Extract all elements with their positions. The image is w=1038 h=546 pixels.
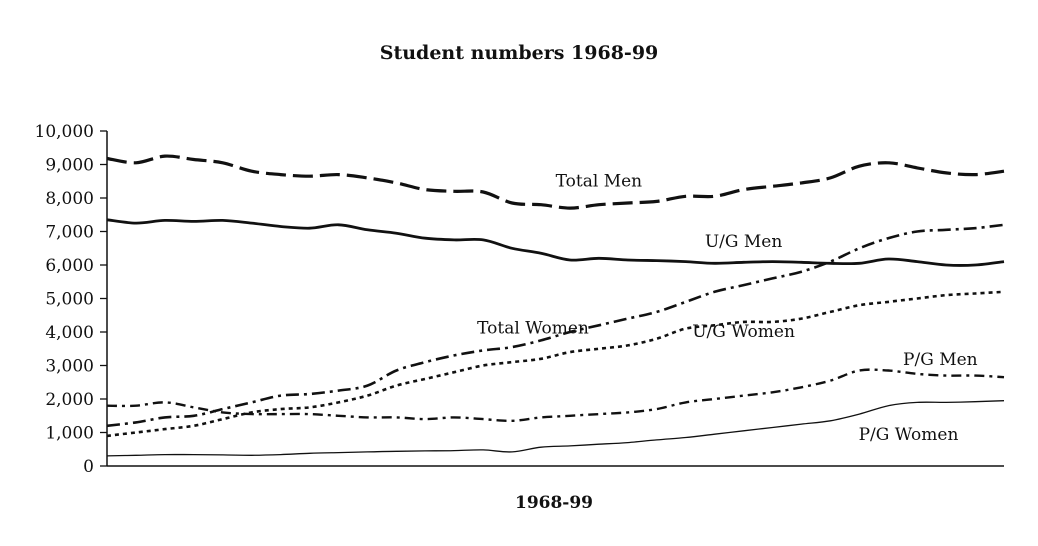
series-label-u-g-men: U/G Men bbox=[705, 232, 783, 252]
y-tick-label: 2,000 bbox=[45, 390, 94, 410]
y-tick-label: 9,000 bbox=[45, 156, 94, 176]
series-line-total-men bbox=[106, 154, 1005, 210]
y-tick-label: 5,000 bbox=[45, 290, 94, 310]
y-tick-label: 1,000 bbox=[45, 424, 94, 444]
series-layer bbox=[106, 154, 1005, 457]
y-tick-label: 8,000 bbox=[45, 189, 94, 209]
series-label-total-women: Total Women bbox=[477, 319, 589, 339]
axes: 0 1,000 2,000 3,000 4,000 5,000 6,000 7,000 8,00… bbox=[35, 122, 1004, 477]
series-labels: Total Men U/G Men Total Women U/G Women P/G … bbox=[477, 171, 978, 445]
series-label-p-g-men: P/G Men bbox=[903, 350, 978, 370]
chart-title: Student numbers 1968-99 bbox=[379, 42, 659, 64]
y-tick-label: 3,000 bbox=[45, 357, 94, 377]
series-line-u-g-women bbox=[106, 290, 1005, 438]
y-tick-label: 10,000 bbox=[35, 122, 94, 142]
y-tick-label: 4,000 bbox=[45, 323, 94, 343]
y-tick-label: 0 bbox=[83, 457, 94, 477]
y-tick-label: 7,000 bbox=[45, 223, 94, 243]
series-line-p-g-men bbox=[106, 368, 1005, 423]
series-line-u-g-men bbox=[106, 218, 1005, 267]
series-line-p-g-women bbox=[106, 400, 1005, 457]
series-label-u-g-women: U/G Women bbox=[692, 322, 795, 342]
x-axis-label: 1968-99 bbox=[514, 493, 594, 513]
y-tick-label: 6,000 bbox=[45, 256, 94, 276]
series-label-total-men: Total Men bbox=[556, 171, 643, 191]
series-line-total-women bbox=[106, 223, 1005, 428]
series-label-p-g-women: P/G Women bbox=[859, 425, 959, 445]
